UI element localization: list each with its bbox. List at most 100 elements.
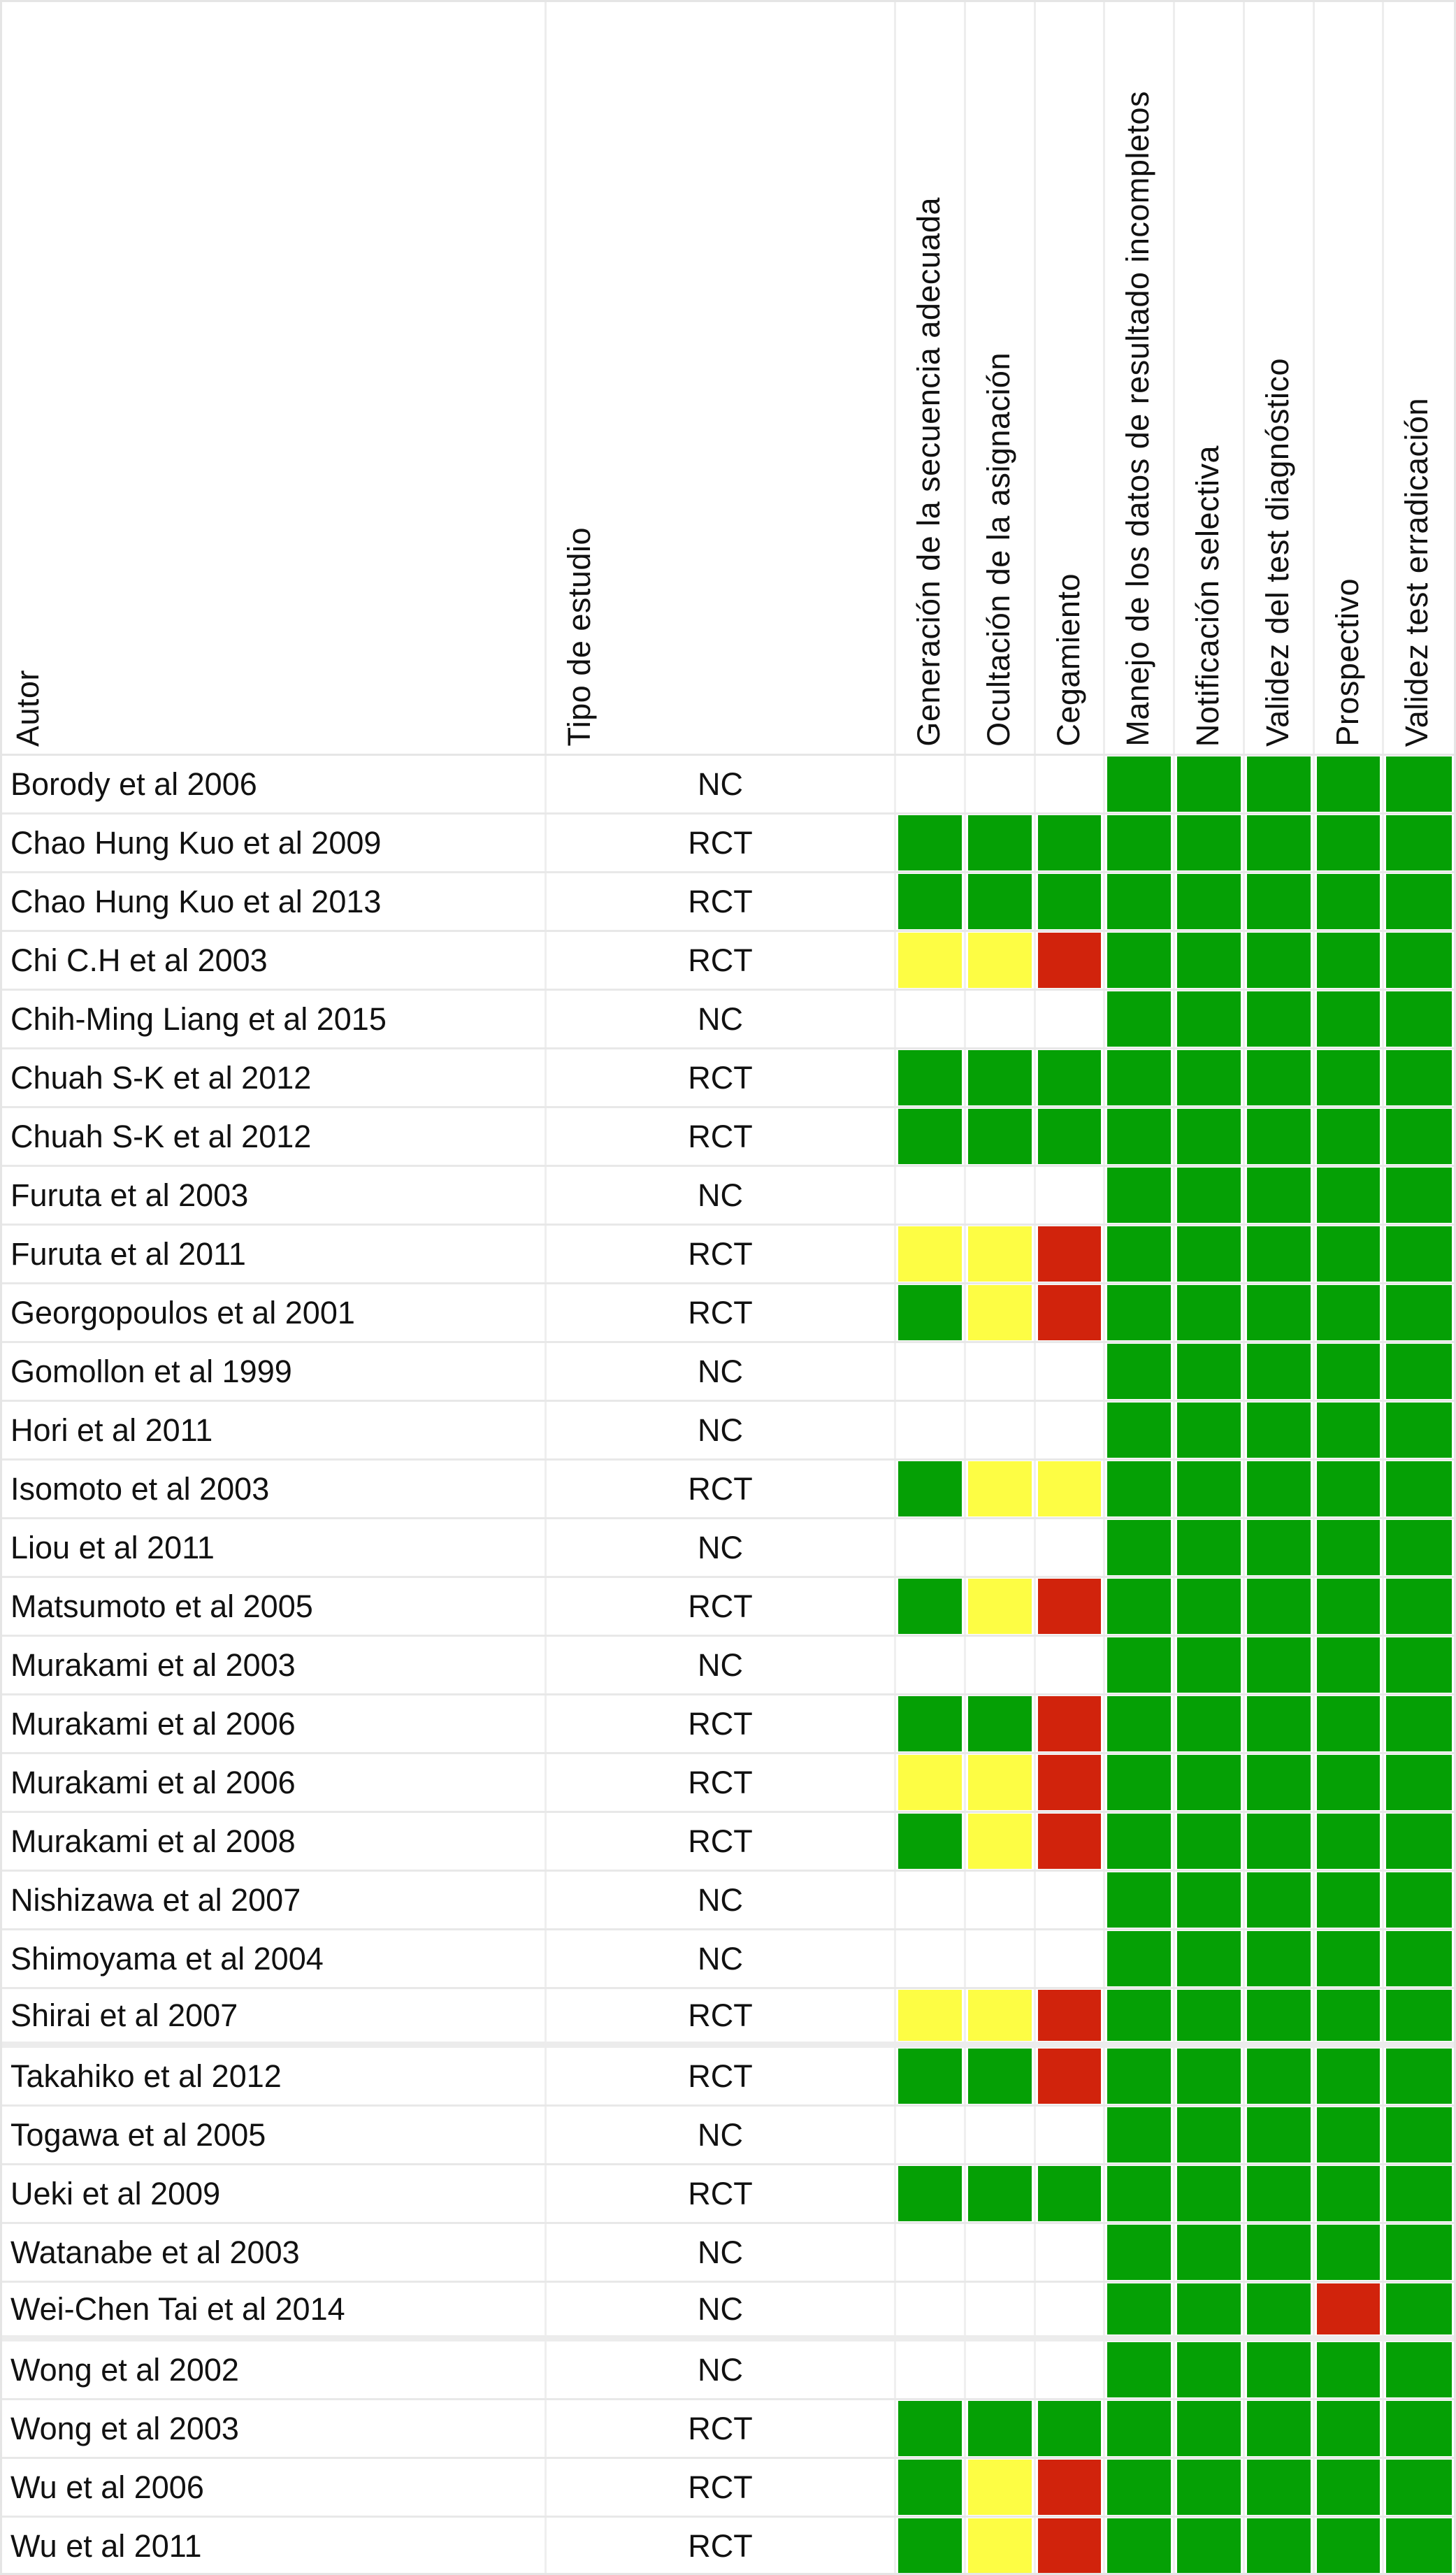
rating-cell-col7: [1315, 1402, 1385, 1458]
rating-cell-col2: [966, 1695, 1036, 1752]
rating-cell-col6: [1245, 1461, 1315, 1517]
rating-cell-col2: [966, 1930, 1036, 1987]
rating-cell-col6: [1245, 1578, 1315, 1635]
study-author: Georgopoulos et al 2001: [2, 1284, 547, 1341]
rating-yellow: [967, 2460, 1032, 2515]
rating-cell-col2: [966, 2400, 1036, 2457]
rating-cell-col6: [1245, 1695, 1315, 1752]
rating-green: [898, 2166, 962, 2221]
rating-green: [1386, 1168, 1452, 1223]
rating-green: [1037, 2166, 1102, 2221]
rating-green: [1177, 1050, 1241, 1105]
rating-cell-col8: [1384, 1519, 1454, 1576]
study-author: Chao Hung Kuo et al 2013: [2, 873, 547, 930]
rating-green: [1246, 2166, 1311, 2221]
rating-cell-col8: [1384, 1167, 1454, 1224]
rating-green: [1316, 1931, 1381, 1986]
rating-green: [1316, 2460, 1381, 2515]
rating-green: [1316, 933, 1381, 988]
rating-green: [1107, 2460, 1171, 2515]
study-type: NC: [547, 1637, 896, 1693]
rating-cell-col6: [1245, 1108, 1315, 1165]
rating-cell-col2: [966, 2165, 1036, 2222]
rating-cell-col8: [1384, 1402, 1454, 1458]
rating-cell-col2: [966, 991, 1036, 1047]
rating-yellow: [967, 2518, 1032, 2573]
rating-green: [1177, 1579, 1241, 1634]
rating-cell-col1: [896, 1284, 966, 1341]
rating-cell-col5: [1175, 2400, 1245, 2457]
rating-green: [1386, 1696, 1452, 1751]
rating-cell-col7: [1315, 2224, 1385, 2281]
column-header-manejo-datos-incompletos: Manejo de los datos de resultado incompl…: [1120, 91, 1156, 747]
rating-green: [1316, 1461, 1381, 1516]
rating-cell-col1: [896, 991, 966, 1047]
rating-green: [1246, 991, 1311, 1047]
rating-cell-col3: [1036, 1049, 1106, 1106]
rating-green: [1316, 2107, 1381, 2162]
study-type: RCT: [547, 2400, 896, 2457]
rating-green: [1386, 933, 1452, 988]
rating-green: [1107, 2107, 1171, 2162]
rating-cell-col8: [1384, 1989, 1454, 2042]
rating-cell-col4: [1105, 1519, 1175, 1576]
study-author: Chuah S-K et al 2012: [2, 1108, 547, 1165]
rating-cell-col1: [896, 873, 966, 930]
rating-green: [1246, 2049, 1311, 2104]
rating-green: [1107, 2401, 1171, 2456]
rating-cell-col6: [1245, 2459, 1315, 2516]
rating-green: [1246, 2401, 1311, 2456]
rating-cell-col1: [896, 2165, 966, 2222]
rating-red: [1037, 2049, 1102, 2104]
study-row: Shirai et al 2007 RCT: [2, 1989, 1454, 2048]
rating-green: [1386, 1579, 1452, 1634]
study-author: Wong et al 2002: [2, 2341, 547, 2398]
rating-green: [1386, 2283, 1452, 2334]
rating-green: [1107, 1814, 1171, 1869]
rating-green: [1316, 756, 1381, 812]
rating-green: [1386, 1226, 1452, 1282]
study-type: RCT: [547, 815, 896, 871]
study-author: Murakami et al 2006: [2, 1695, 547, 1752]
rating-cell-col6: [1245, 2400, 1315, 2457]
rating-green: [967, 874, 1032, 929]
rating-green: [1246, 756, 1311, 812]
rating-green: [1107, 2166, 1171, 2221]
rating-green: [967, 815, 1032, 870]
rating-red: [1037, 2460, 1102, 2515]
rating-green: [1107, 2342, 1171, 2397]
study-type: RCT: [547, 1461, 896, 1517]
study-row: Togawa et al 2005 NC: [2, 2107, 1454, 2165]
rating-cell-col3: [1036, 932, 1106, 989]
study-row: Murakami et al 2006 RCT: [2, 1754, 1454, 1813]
rating-green: [1177, 756, 1241, 812]
rating-cell-col5: [1175, 1519, 1245, 1576]
rating-yellow: [898, 1755, 962, 1810]
rating-cell-col7: [1315, 1167, 1385, 1224]
rating-cell-col4: [1105, 2283, 1175, 2335]
rating-cell-col1: [896, 2048, 966, 2104]
study-row: Nishizawa et al 2007 NC: [2, 1872, 1454, 1930]
rating-cell-col5: [1175, 1108, 1245, 1165]
study-row: Borody et al 2006 NC: [2, 756, 1454, 815]
rating-cell-col4: [1105, 932, 1175, 989]
rating-green: [1386, 1814, 1452, 1869]
rating-green: [1177, 991, 1241, 1047]
column-header-validez-test-erradicacion: Validez test erradicación: [1399, 397, 1435, 747]
rating-cell-col7: [1315, 1930, 1385, 1987]
study-row: Hori et al 2011 NC: [2, 1402, 1454, 1461]
rating-green: [1316, 991, 1381, 1047]
study-type: NC: [547, 991, 896, 1047]
rating-yellow: [967, 1990, 1032, 2041]
rating-cell-col5: [1175, 1226, 1245, 1282]
study-row: Wong et al 2002 NC: [2, 2341, 1454, 2400]
rating-cell-col3: [1036, 2224, 1106, 2281]
rating-cell-col6: [1245, 756, 1315, 812]
rating-cell-col8: [1384, 2165, 1454, 2222]
rating-cell-col3: [1036, 1754, 1106, 1811]
study-author: Isomoto et al 2003: [2, 1461, 547, 1517]
rating-green: [1316, 1696, 1381, 1751]
rating-cell-col5: [1175, 1695, 1245, 1752]
study-author: Chuah S-K et al 2012: [2, 1049, 547, 1106]
study-type: RCT: [547, 873, 896, 930]
